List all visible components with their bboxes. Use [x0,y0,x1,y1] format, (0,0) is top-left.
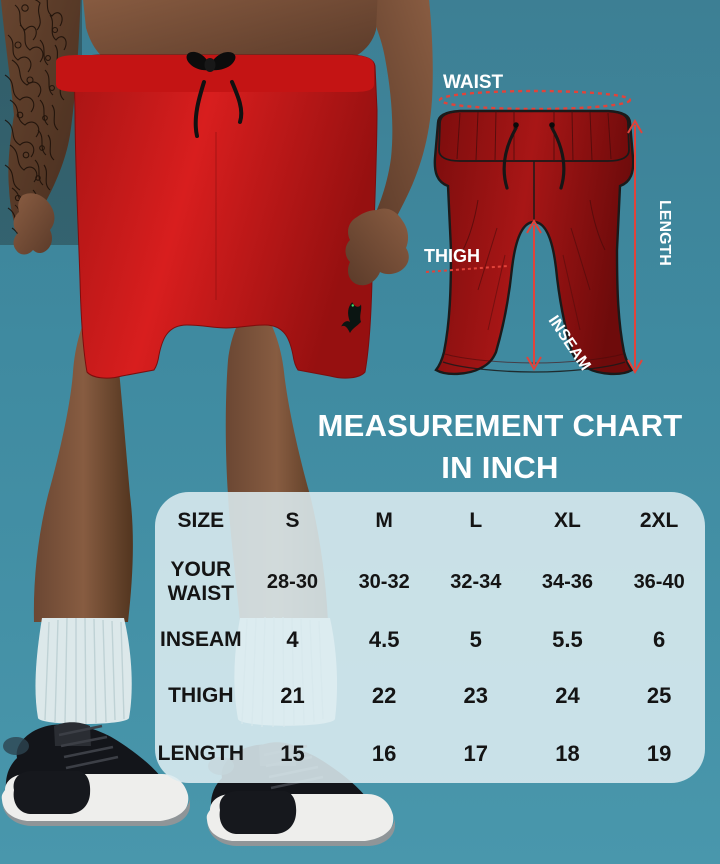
svg-text:THIGH: THIGH [424,246,480,266]
svg-text:WAIST: WAIST [443,72,504,93]
svg-text:LENGTH: LENGTH [656,200,673,266]
